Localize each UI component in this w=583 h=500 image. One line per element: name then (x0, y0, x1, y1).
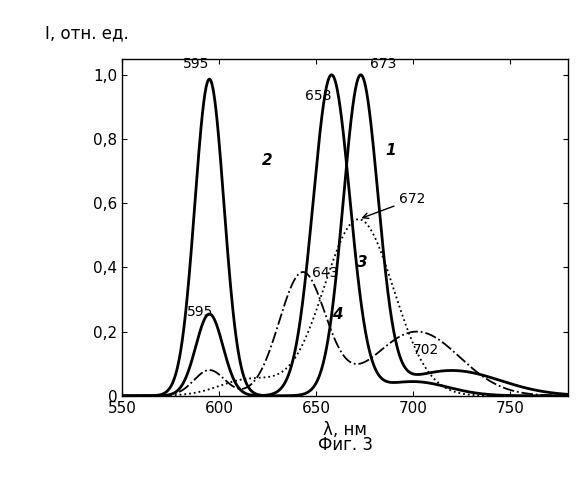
Text: 3: 3 (357, 256, 367, 270)
Text: 595: 595 (187, 304, 213, 318)
Text: 4: 4 (332, 307, 342, 322)
Text: 2: 2 (262, 152, 272, 168)
Text: 702: 702 (413, 343, 439, 357)
Text: 595: 595 (182, 58, 209, 71)
Text: 1: 1 (386, 143, 396, 158)
Text: 658: 658 (305, 90, 331, 104)
Y-axis label: I, отн. ед.: I, отн. ед. (45, 24, 128, 42)
Text: 672: 672 (363, 192, 426, 218)
Text: 643: 643 (312, 266, 339, 280)
Text: 673: 673 (370, 58, 396, 71)
Text: Фиг. 3: Фиг. 3 (318, 436, 373, 454)
X-axis label: λ, нм: λ, нм (323, 421, 367, 439)
